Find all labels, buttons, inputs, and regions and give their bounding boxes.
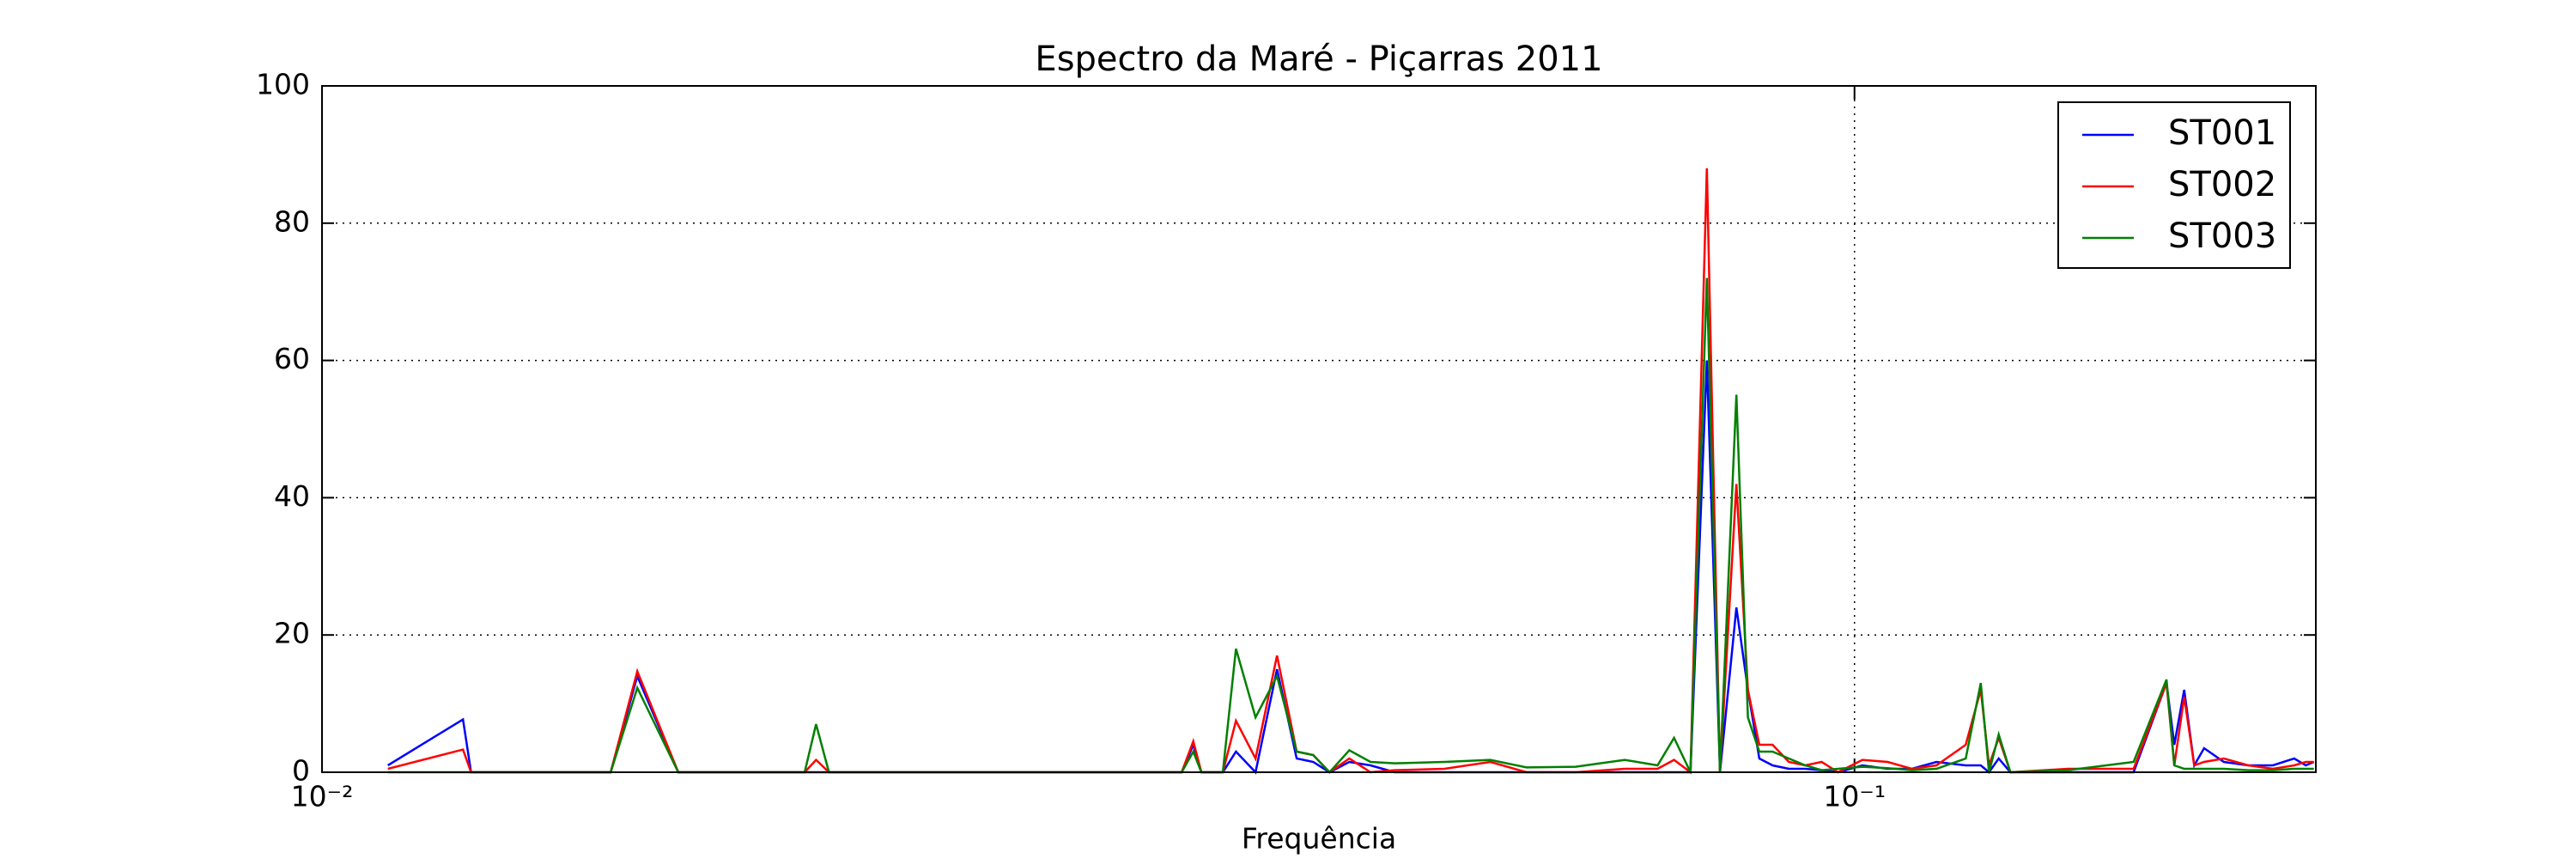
y-tick-label: 100 — [256, 68, 310, 101]
legend-label: ST001 — [2168, 113, 2276, 153]
y-tick-label: 80 — [274, 204, 310, 238]
legend-box — [2057, 101, 2291, 269]
series-line — [387, 277, 2314, 774]
y-tick-label: 60 — [274, 342, 310, 375]
series-line — [387, 168, 2314, 775]
legend-label: ST002 — [2168, 165, 2276, 204]
plot-frame — [321, 85, 2317, 773]
x-tick-label: 10⁻¹ — [1823, 780, 1886, 813]
y-tick-label: 40 — [274, 479, 310, 513]
y-tick-label: 0 — [292, 754, 310, 788]
y-tick-label: 20 — [274, 617, 310, 650]
x-tick-label: 10⁻² — [291, 780, 354, 813]
legend-label: ST003 — [2168, 216, 2276, 256]
chart-title: Espectro da Maré - Piçarras 2011 — [1035, 40, 1602, 79]
x-axis-label: Frequência — [1242, 822, 1396, 856]
